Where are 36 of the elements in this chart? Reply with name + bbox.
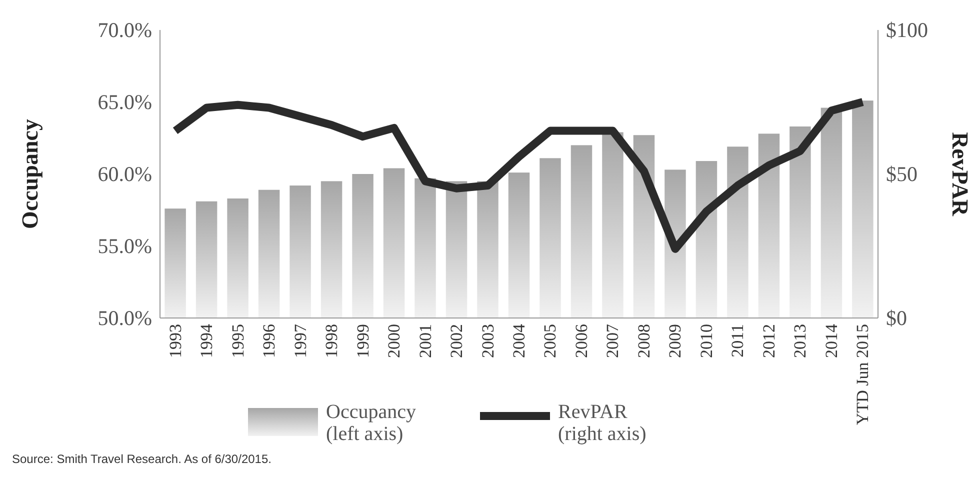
x-tick-label: 2007 [603,324,622,358]
x-tick-label: 1998 [322,324,342,358]
x-tick-label: 2002 [447,324,466,358]
y2-axis-title: RevPAR [948,132,972,216]
x-tick-label: 1993 [166,324,185,358]
y-tick-label: 70.0% [98,18,152,42]
x-tick-label: 2012 [759,324,778,358]
x-tick-label: 2004 [510,324,528,358]
x-tick-label: 2003 [478,324,498,358]
x-tick-label: 2011 [728,324,748,358]
x-tick-label: 2005 [540,324,560,358]
y2-tick-label: $0 [886,306,907,330]
x-tick-label: 1997 [290,324,310,358]
x-tick-label: 1994 [197,324,216,358]
y-axis-title: Occupancy [18,118,42,229]
x-tick-label: 2009 [666,324,685,358]
legend-label: RevPAR (right axis) [558,401,646,445]
y-tick-label: 55.0% [98,234,152,258]
x-tick-label: 1996 [260,324,279,358]
x-tick-label: 2006 [572,324,591,358]
x-tick-label: 2010 [696,324,716,358]
y-tick-label: 50.0% [98,306,152,330]
source-note: Source: Smith Travel Research. As of 6/30/2015. [12,452,272,466]
y-tick-label: 60.0% [98,162,152,186]
x-tick-label: 2000 [384,324,404,358]
x-tick-label: YTD Jun 2015 [853,324,872,426]
y-tick-label: 65.0% [98,90,152,114]
x-tick-label: 2008 [634,324,654,358]
y2-tick-label: $100 [886,18,928,42]
x-tick-label: 2013 [790,324,810,358]
x-tick-label: 2001 [416,324,435,358]
x-tick-label: 2014 [822,324,841,358]
legend-label: Occupancy (left axis) [326,401,416,445]
x-tick-label: 1995 [228,324,248,358]
x-tick-label: 1999 [353,324,372,358]
y2-tick-label: $50 [886,162,918,186]
